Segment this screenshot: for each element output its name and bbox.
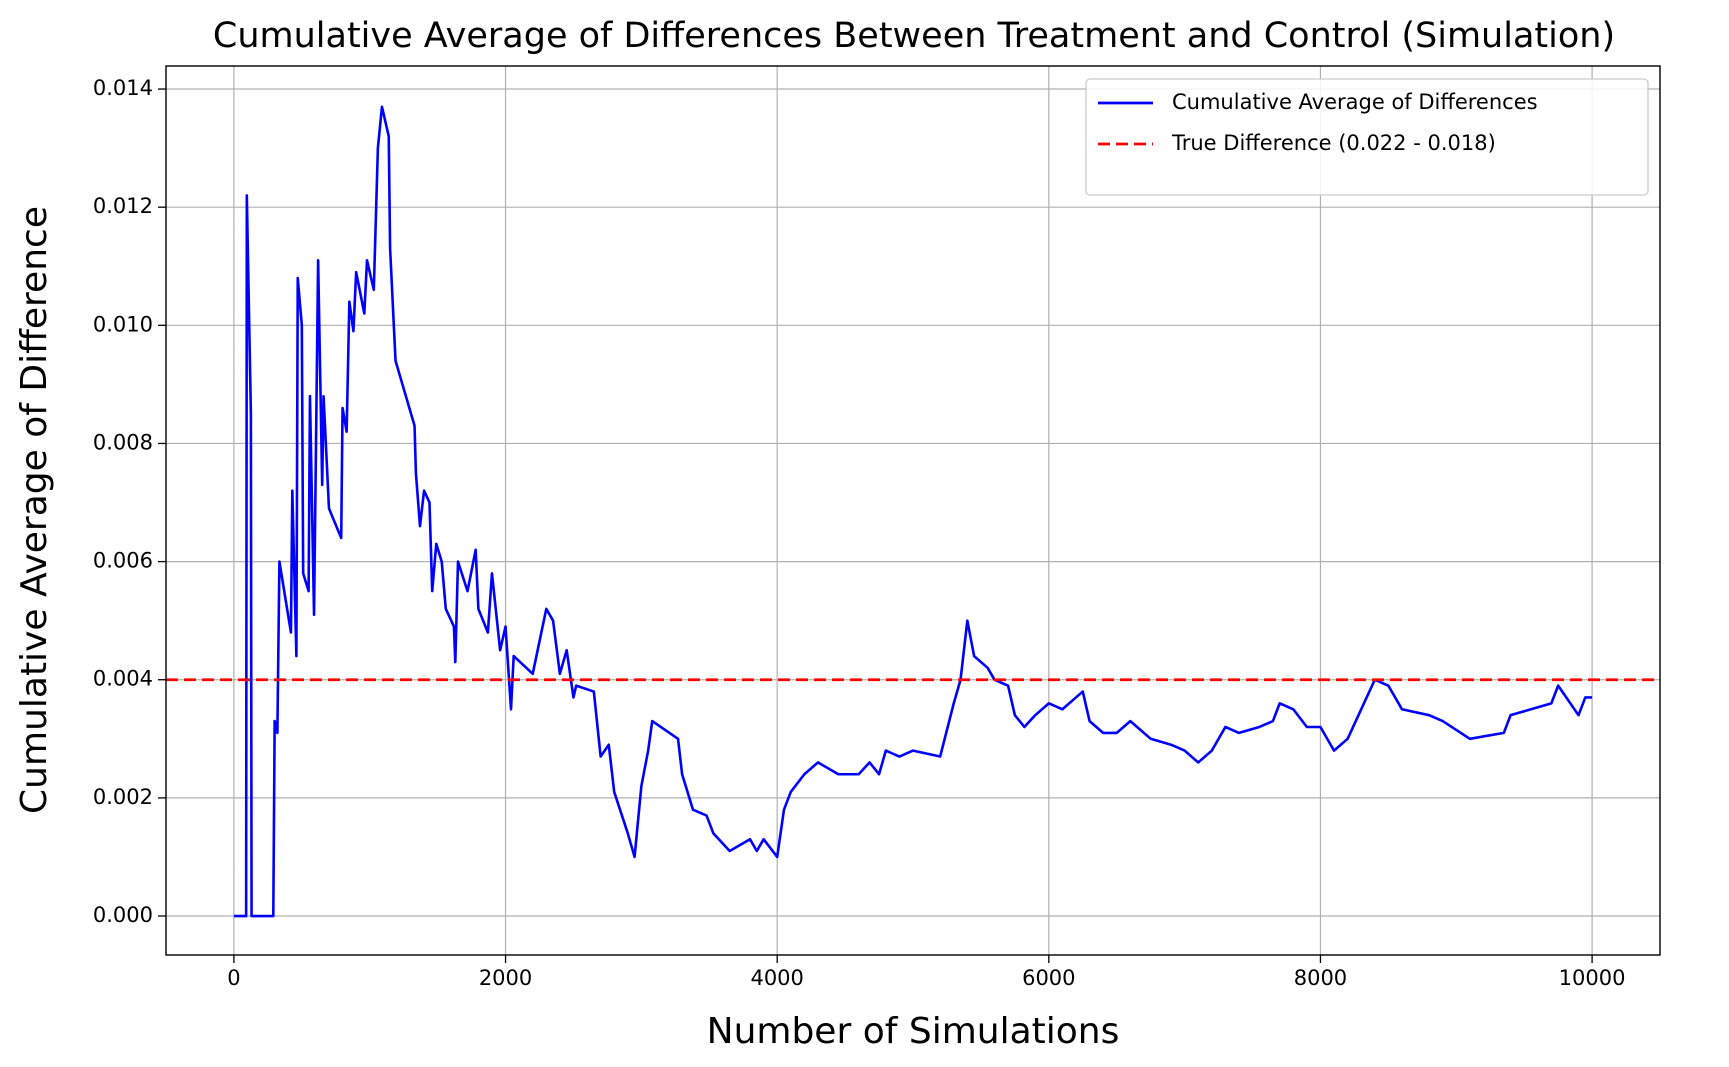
- x-tick-label: 2000: [479, 966, 532, 990]
- x-tick-label: 8000: [1294, 966, 1347, 990]
- x-tick-label: 10000: [1559, 966, 1626, 990]
- plot-frame: [165, 65, 1661, 956]
- x-tick-label: 4000: [750, 966, 803, 990]
- y-tick-label: 0.006: [93, 549, 153, 573]
- x-tick-label: 0: [227, 966, 240, 990]
- data-line: [233, 105, 1593, 918]
- y-tick-label: 0.010: [93, 312, 153, 336]
- legend-box: [1085, 78, 1649, 196]
- legend-label: Cumulative Average of Differences: [1172, 90, 1538, 114]
- x-tick-label: 6000: [1022, 966, 1075, 990]
- y-tick-label: 0.000: [93, 903, 153, 927]
- y-tick-label: 0.008: [93, 430, 153, 454]
- chart-title: Cumulative Average of Differences Betwee…: [213, 16, 1615, 56]
- y-axis-label: Cumulative Average of Difference: [14, 206, 55, 814]
- legend-label: True Difference (0.022 - 0.018): [1171, 131, 1496, 155]
- y-tick-label: 0.012: [93, 194, 153, 218]
- y-tick-label: 0.014: [93, 76, 153, 100]
- x-axis-label: Number of Simulations: [707, 1011, 1120, 1052]
- y-tick-label: 0.002: [93, 785, 153, 809]
- y-tick-label: 0.004: [93, 667, 153, 691]
